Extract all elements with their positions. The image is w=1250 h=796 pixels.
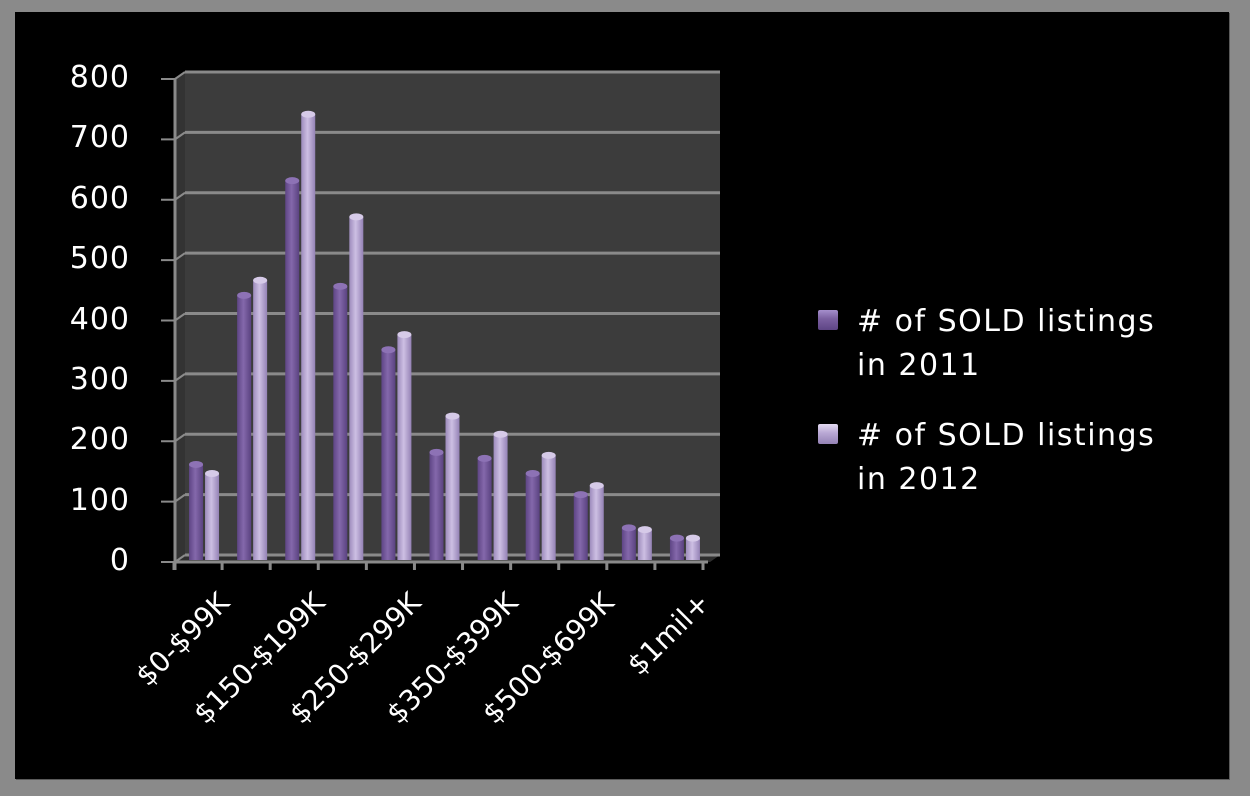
legend-label-line1: # of SOLD listings (857, 304, 1156, 339)
y-tick-label: 600 (69, 180, 130, 216)
y-tick-label: 800 (69, 60, 130, 95)
legend-item-2012: # of SOLD listings in 2012 (815, 414, 1215, 502)
legend-swatch-icon (818, 310, 838, 330)
y-tick-label: 400 (69, 301, 130, 337)
y-tick-label: 700 (69, 120, 130, 156)
chart-legend: # of SOLD listings in 2011 # of SOLD lis… (815, 300, 1215, 528)
y-tick-label: 500 (69, 241, 130, 277)
axes (161, 78, 708, 570)
y-tick-label: 300 (69, 361, 130, 397)
legend-swatch-icon (818, 424, 838, 444)
legend-label-line1: # of SOLD listings (857, 418, 1156, 453)
legend-label-line2: in 2012 (857, 462, 981, 497)
y-tick-label: 0 (109, 543, 130, 578)
y-tick-label: 200 (69, 422, 130, 458)
y-tick-label: 100 (69, 482, 130, 518)
legend-item-2011: # of SOLD listings in 2011 (815, 300, 1215, 388)
legend-label-line2: in 2011 (857, 348, 981, 383)
bar-series (189, 110, 700, 561)
